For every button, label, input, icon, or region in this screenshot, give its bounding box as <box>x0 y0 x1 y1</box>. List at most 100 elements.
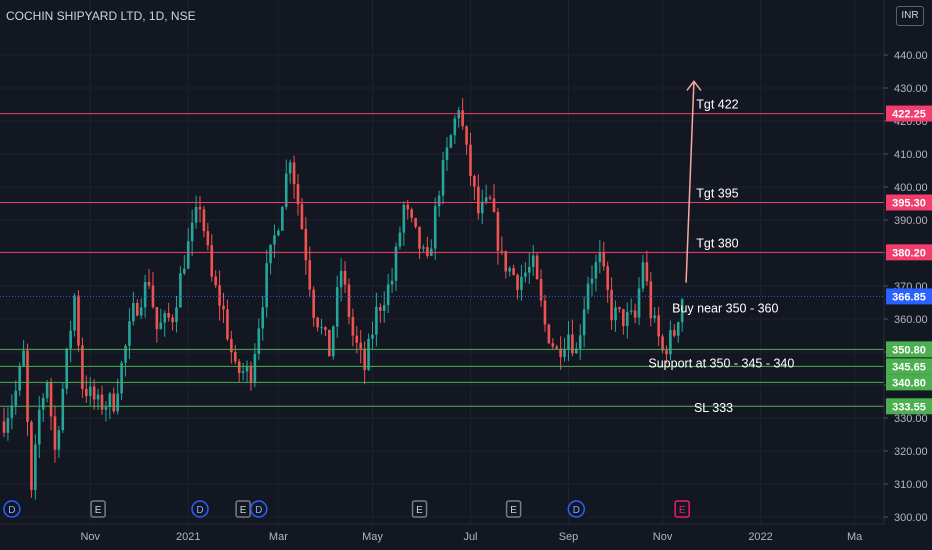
dividend-marker[interactable] <box>567 500 586 518</box>
candle-body <box>277 230 280 236</box>
candle-body <box>469 144 472 176</box>
level-price-badge[interactable] <box>886 398 932 415</box>
candle-body <box>128 321 131 346</box>
candle-body <box>496 211 500 251</box>
candle-body <box>394 246 398 281</box>
time-tick-label: Sep <box>559 531 579 543</box>
event-marker-label: E <box>510 505 517 516</box>
candle-body <box>61 388 65 431</box>
candle-body <box>73 295 76 331</box>
level-price-badge[interactable] <box>886 194 932 211</box>
candle-body <box>414 217 417 227</box>
level-price-label: 380.20 <box>892 247 926 259</box>
candle-body <box>202 209 206 232</box>
candle-body <box>594 262 598 279</box>
price-axis[interactable]: 300.00310.00320.00330.00340.00350.00360.… <box>883 0 932 550</box>
candle-body <box>135 302 139 316</box>
chart-title: COCHIN SHIPYARD LTD, 1D, NSE <box>6 9 196 23</box>
candle-body <box>206 231 210 246</box>
target-arrow-line[interactable] <box>685 81 695 283</box>
candle-body <box>120 362 123 394</box>
candle-body <box>257 328 261 354</box>
earnings-marker[interactable] <box>505 500 522 518</box>
dividend-marker[interactable] <box>191 500 209 518</box>
annotation-label[interactable]: Support at 350 - 345 - 340 <box>648 356 794 370</box>
dividend-marker[interactable] <box>3 500 21 518</box>
candle-body <box>2 421 6 433</box>
candle-body <box>473 175 476 187</box>
horizontal-levels[interactable] <box>0 113 884 407</box>
candle-body <box>477 186 480 214</box>
candle-body <box>629 310 633 312</box>
candle-body <box>669 330 672 355</box>
earnings-marker[interactable] <box>411 500 428 518</box>
annotations[interactable]: Tgt 422 Tgt 395 Tgt 380 Buy near 350 - 360 S… <box>648 80 794 415</box>
level-price-badge[interactable] <box>886 358 932 375</box>
time-tick-label: Mar <box>269 531 288 543</box>
candle-body <box>331 326 335 357</box>
candle-body <box>284 173 288 208</box>
annotation-label[interactable]: SL 333 <box>694 401 733 415</box>
candle-body <box>633 310 637 318</box>
level-price-badge[interactable] <box>886 374 932 391</box>
dividend-marker[interactable] <box>250 500 268 518</box>
candle-body <box>351 317 355 336</box>
candle-body <box>625 311 629 327</box>
candle-body <box>535 255 539 280</box>
candle-body <box>512 268 515 275</box>
currency-badge[interactable]: INR <box>896 6 924 26</box>
level-price-badge[interactable] <box>886 105 932 122</box>
candle-body <box>171 317 174 323</box>
candle-body <box>198 207 202 210</box>
annotation-label[interactable]: Buy near 350 - 360 <box>672 301 778 315</box>
candle-body <box>104 407 108 410</box>
price-tick-label: 300.00 <box>894 512 928 524</box>
annotation-label[interactable]: Tgt 395 <box>696 187 738 201</box>
candle-body <box>328 329 331 357</box>
event-marker-label: D <box>255 505 262 516</box>
candle-body <box>241 371 245 374</box>
candle-body <box>296 184 300 205</box>
annotation-label[interactable]: Tgt 422 <box>696 98 738 112</box>
candle-body <box>233 352 237 362</box>
price-tick-label: 440.00 <box>894 50 928 62</box>
level-price-label: 350.80 <box>892 344 926 356</box>
candle-body <box>88 386 92 397</box>
candle-body <box>649 281 653 319</box>
candle-body <box>194 207 198 223</box>
earnings-upcoming-marker[interactable] <box>674 500 690 518</box>
candle-body <box>559 348 562 357</box>
earnings-marker[interactable] <box>90 500 106 518</box>
candle-body <box>653 315 657 319</box>
candle-body <box>288 162 292 174</box>
candle-body <box>441 159 445 196</box>
candle-body <box>555 346 559 349</box>
candle-body <box>265 263 268 308</box>
candle-body <box>100 394 104 410</box>
candle-body <box>10 405 14 419</box>
event-marker-label: D <box>196 505 203 516</box>
candle-body <box>379 306 382 311</box>
candle-body <box>375 306 378 335</box>
candle-body <box>53 416 57 450</box>
candle-body <box>34 444 37 491</box>
candle-body <box>453 118 457 136</box>
time-axis[interactable]: Nov 2021 Mar May Jul Sep Nov 2022 Ma <box>0 523 884 550</box>
target-arrow-head[interactable] <box>686 80 702 91</box>
level-price-badge[interactable] <box>886 244 932 261</box>
candle-body <box>437 195 441 207</box>
annotation-label[interactable]: Tgt 380 <box>696 236 738 250</box>
candle-body <box>457 110 461 119</box>
candle-body <box>230 339 233 353</box>
candle-body <box>124 345 127 363</box>
level-price-label: 333.55 <box>892 401 926 413</box>
last-price-badge[interactable] <box>886 288 932 305</box>
event-marker-label: D <box>573 505 580 516</box>
candle-body <box>410 209 413 218</box>
candle-body <box>575 348 578 354</box>
candle-body <box>183 268 186 274</box>
candle-body <box>371 334 374 339</box>
level-price-badge[interactable] <box>886 341 932 358</box>
